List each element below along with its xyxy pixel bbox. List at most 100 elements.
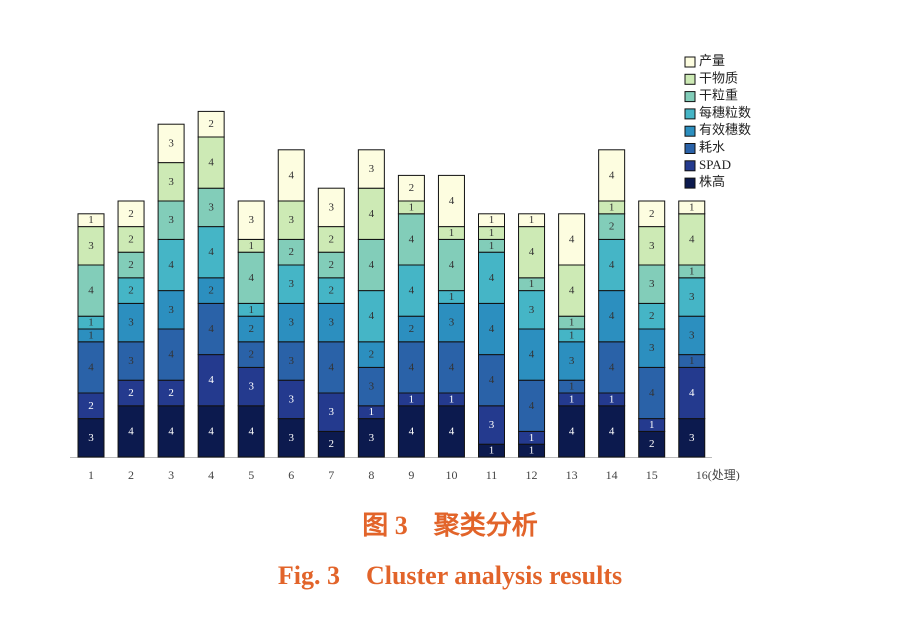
- segment-label: 1: [609, 201, 615, 213]
- x-tick-label: 4: [208, 468, 214, 482]
- segment-label: 1: [569, 317, 575, 329]
- bar-segment: [317, 226, 345, 253]
- bar-segment: [77, 392, 105, 420]
- bar-segment: [317, 302, 345, 343]
- legend-label: SPAD: [699, 157, 731, 172]
- legend-label: 产量: [699, 53, 725, 68]
- segment-label: 4: [88, 361, 94, 373]
- bar-segment: [478, 213, 505, 228]
- bar-segment: [437, 405, 465, 458]
- bar-segment: [277, 418, 305, 458]
- bar-segment: [518, 328, 546, 381]
- segment-label: 1: [88, 329, 94, 341]
- segment-label: 3: [128, 355, 134, 367]
- bar-segment: [678, 315, 706, 356]
- legend-label: 干粒重: [699, 88, 738, 103]
- segment-label: 4: [569, 233, 575, 245]
- segment-label: 1: [88, 317, 94, 329]
- segment-label: 3: [369, 381, 375, 393]
- x-tick-label: 3: [168, 468, 174, 482]
- legend-label: 干物质: [699, 70, 738, 85]
- legend-label: 每穗粒数: [699, 105, 751, 120]
- segment-label: 4: [369, 259, 375, 271]
- segment-label: 1: [248, 304, 254, 316]
- segment-label: 4: [449, 361, 455, 373]
- bar-segment: [357, 238, 385, 292]
- bar-segment: [357, 290, 385, 343]
- bar-segment: [437, 238, 465, 292]
- bar-segment: [197, 354, 225, 407]
- segment-label: 4: [689, 233, 695, 245]
- segment-label: 2: [88, 400, 94, 412]
- segment-label: 2: [208, 118, 214, 130]
- bar-segment: [317, 430, 345, 458]
- segment-label: 1: [449, 291, 455, 303]
- segment-label: 2: [409, 182, 415, 194]
- legend-swatch: [684, 108, 696, 120]
- segment-label: 3: [289, 317, 295, 329]
- bar-segment: [598, 149, 626, 202]
- segment-label: 2: [289, 246, 295, 258]
- legend-label: 有效穗数: [699, 122, 751, 137]
- segment-label: 4: [569, 285, 575, 297]
- bar-segment: [197, 226, 225, 279]
- bar-segment: [157, 123, 185, 164]
- legend-swatch: [684, 143, 696, 154]
- segment-label: 4: [208, 246, 214, 258]
- legend-label: 株高: [699, 174, 725, 189]
- bar-segment: [237, 405, 265, 458]
- bar-segment: [518, 226, 546, 279]
- segment-label: 1: [569, 329, 575, 341]
- segment-label: 4: [609, 169, 615, 181]
- bar-segment: [277, 149, 305, 202]
- bar-segment: [117, 277, 145, 304]
- segment-label: 3: [329, 406, 335, 418]
- bar-segment: [598, 405, 626, 458]
- segment-label: 3: [88, 240, 94, 252]
- segment-label: 1: [609, 393, 615, 405]
- bar-segment: [397, 264, 425, 317]
- bar-segment: [478, 354, 505, 407]
- segment-label: 4: [609, 425, 615, 437]
- segment-label: 4: [529, 246, 535, 258]
- segment-label: 4: [489, 323, 495, 335]
- segment-label: 4: [529, 400, 535, 412]
- bar-segment: [77, 418, 105, 458]
- bar-segment: [397, 315, 425, 343]
- x-tick-label: 10: [445, 468, 457, 482]
- segment-label: 3: [248, 214, 254, 226]
- segment-label: 3: [289, 432, 295, 444]
- segment-label: 4: [208, 157, 214, 169]
- x-tick-label: 16(处理): [696, 468, 740, 482]
- segment-label: 4: [168, 259, 174, 271]
- segment-label: 3: [569, 355, 575, 367]
- x-tick-label: 2: [128, 468, 134, 482]
- segment-label: 4: [689, 387, 695, 399]
- segment-label: 4: [489, 374, 495, 386]
- bar-segment: [638, 226, 666, 266]
- bar-segment: [598, 290, 626, 343]
- segment-label: 3: [168, 214, 174, 226]
- segment-label: 4: [609, 310, 615, 322]
- legend-swatch: [684, 56, 696, 68]
- bar-segment: [317, 187, 345, 228]
- bar-segment: [437, 341, 465, 394]
- x-tick-label: 15: [646, 468, 658, 482]
- segment-label: 2: [248, 323, 254, 335]
- segment-label: 4: [609, 361, 615, 373]
- bar-segment: [678, 200, 706, 215]
- x-tick-label: 5: [248, 468, 254, 482]
- segment-label: 3: [689, 329, 695, 341]
- bar-segment: [478, 405, 505, 445]
- bar-segment: [117, 226, 145, 253]
- segment-label: 3: [329, 317, 335, 329]
- segment-label: 4: [329, 361, 335, 373]
- segment-label: 4: [649, 387, 655, 399]
- segment-label: 4: [569, 425, 575, 437]
- legend-label: 耗水: [699, 139, 725, 154]
- segment-label: 2: [649, 438, 655, 450]
- segment-label: 1: [88, 214, 94, 226]
- segment-label: 2: [409, 323, 415, 335]
- segment-label: 4: [168, 425, 174, 437]
- segment-label: 4: [409, 361, 415, 373]
